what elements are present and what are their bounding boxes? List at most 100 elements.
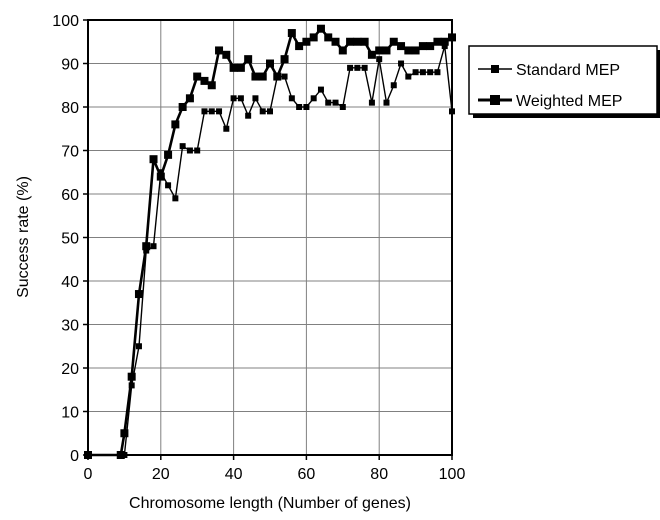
y-tick-label: 60 bbox=[61, 187, 79, 204]
data-point-standard-mep bbox=[172, 195, 179, 202]
data-point-standard-mep bbox=[288, 95, 295, 102]
x-axis-label: Chromosome length (Number of genes) bbox=[129, 495, 411, 512]
data-point-standard-mep bbox=[281, 73, 288, 80]
data-point-weighted-mep bbox=[295, 42, 304, 51]
data-point-standard-mep bbox=[186, 147, 193, 154]
y-tick-label: 10 bbox=[61, 405, 79, 422]
data-point-standard-mep bbox=[150, 243, 157, 250]
data-point-standard-mep bbox=[310, 95, 317, 102]
legend: Standard MEP Weighted MEP bbox=[468, 45, 660, 118]
legend-weighted-marker bbox=[490, 95, 500, 105]
data-point-standard-mep bbox=[390, 82, 397, 89]
data-point-standard-mep bbox=[179, 143, 186, 150]
data-point-standard-mep bbox=[252, 95, 259, 102]
data-point-standard-mep bbox=[245, 112, 252, 119]
data-point-weighted-mep bbox=[360, 37, 369, 46]
data-point-weighted-mep bbox=[346, 37, 355, 46]
x-tick-label: 100 bbox=[439, 466, 466, 483]
data-point-weighted-mep bbox=[353, 37, 362, 46]
data-point-weighted-mep bbox=[440, 37, 449, 46]
data-point-weighted-mep bbox=[134, 290, 143, 299]
data-point-standard-mep bbox=[405, 73, 412, 80]
data-point-standard-mep bbox=[201, 108, 208, 115]
data-point-standard-mep bbox=[398, 60, 405, 67]
data-point-standard-mep bbox=[267, 108, 273, 115]
y-tick-label: 80 bbox=[61, 100, 79, 117]
data-point-weighted-mep bbox=[404, 46, 413, 55]
data-point-weighted-mep bbox=[215, 46, 224, 55]
data-point-weighted-mep bbox=[375, 46, 384, 55]
data-point-standard-mep bbox=[441, 43, 448, 50]
data-point-weighted-mep bbox=[389, 37, 398, 46]
data-point-standard-mep bbox=[347, 64, 354, 71]
data-point-weighted-mep bbox=[185, 94, 194, 103]
data-point-standard-mep bbox=[434, 69, 441, 76]
data-point-standard-mep bbox=[194, 147, 201, 154]
data-point-standard-mep bbox=[135, 343, 142, 350]
legend-standard-label: Standard MEP bbox=[516, 62, 620, 79]
data-point-standard-mep bbox=[237, 95, 244, 102]
data-point-weighted-mep bbox=[200, 76, 209, 85]
data-point-weighted-mep bbox=[193, 72, 202, 81]
data-point-standard-mep bbox=[354, 64, 361, 71]
data-point-weighted-mep bbox=[222, 50, 231, 59]
series-layer bbox=[84, 24, 456, 459]
data-point-standard-mep bbox=[165, 182, 172, 189]
data-point-standard-mep bbox=[223, 125, 230, 132]
data-point-weighted-mep bbox=[207, 81, 216, 90]
data-point-weighted-mep bbox=[302, 37, 311, 46]
data-point-weighted-mep bbox=[236, 63, 245, 72]
data-point-weighted-mep bbox=[120, 429, 129, 438]
legend-standard-marker bbox=[491, 65, 499, 73]
data-point-weighted-mep bbox=[258, 72, 267, 81]
data-point-standard-mep bbox=[427, 69, 434, 76]
data-point-standard-mep bbox=[368, 99, 375, 106]
x-tick-label: 40 bbox=[225, 466, 243, 483]
y-tick-label: 30 bbox=[61, 318, 79, 335]
data-point-weighted-mep bbox=[287, 29, 296, 38]
data-point-standard-mep bbox=[339, 104, 346, 110]
data-point-weighted-mep bbox=[244, 55, 253, 64]
data-point-weighted-mep bbox=[164, 150, 173, 159]
data-point-weighted-mep bbox=[324, 33, 333, 42]
tick-labels: 0 10 20 30 40 50 60 70 80 90 100 0 20 40 60 80 100 bbox=[52, 13, 465, 483]
y-tick-label: 70 bbox=[61, 144, 79, 161]
data-point-standard-mep bbox=[383, 99, 390, 106]
data-point-standard-mep bbox=[317, 86, 324, 93]
data-point-weighted-mep bbox=[382, 46, 391, 55]
data-point-standard-mep bbox=[216, 108, 223, 115]
y-tick-label: 90 bbox=[61, 57, 79, 74]
data-point-standard-mep bbox=[325, 99, 332, 106]
x-tick-label: 60 bbox=[298, 466, 316, 483]
data-point-standard-mep bbox=[208, 108, 215, 115]
data-point-weighted-mep bbox=[273, 72, 282, 81]
y-tick-label: 50 bbox=[61, 231, 79, 248]
data-point-standard-mep bbox=[230, 95, 237, 102]
plot-frame bbox=[87, 19, 453, 456]
series-weighted-mep bbox=[84, 24, 456, 459]
data-point-weighted-mep bbox=[280, 55, 289, 64]
data-point-weighted-mep bbox=[127, 372, 136, 381]
data-point-standard-mep bbox=[376, 56, 383, 63]
data-point-weighted-mep bbox=[338, 46, 347, 55]
data-point-weighted-mep bbox=[266, 59, 274, 68]
data-point-standard-mep bbox=[332, 99, 339, 106]
data-point-standard-mep bbox=[157, 169, 164, 176]
y-tick-label: 40 bbox=[61, 274, 79, 291]
data-point-weighted-mep bbox=[433, 37, 442, 46]
data-point-weighted-mep bbox=[411, 46, 420, 55]
data-point-weighted-mep bbox=[229, 63, 238, 72]
data-point-weighted-mep bbox=[426, 42, 435, 51]
y-tick-label: 0 bbox=[70, 448, 79, 465]
data-point-weighted-mep bbox=[251, 72, 260, 81]
data-point-weighted-mep bbox=[418, 42, 427, 51]
data-point-standard-mep bbox=[419, 69, 426, 76]
x-tick-label: 80 bbox=[370, 466, 388, 483]
data-point-weighted-mep bbox=[397, 42, 406, 51]
data-point-weighted-mep bbox=[367, 50, 376, 59]
x-tick-label: 20 bbox=[152, 466, 170, 483]
legend-weighted-label: Weighted MEP bbox=[516, 93, 622, 110]
data-point-standard-mep bbox=[303, 104, 310, 110]
data-point-weighted-mep bbox=[331, 37, 340, 46]
